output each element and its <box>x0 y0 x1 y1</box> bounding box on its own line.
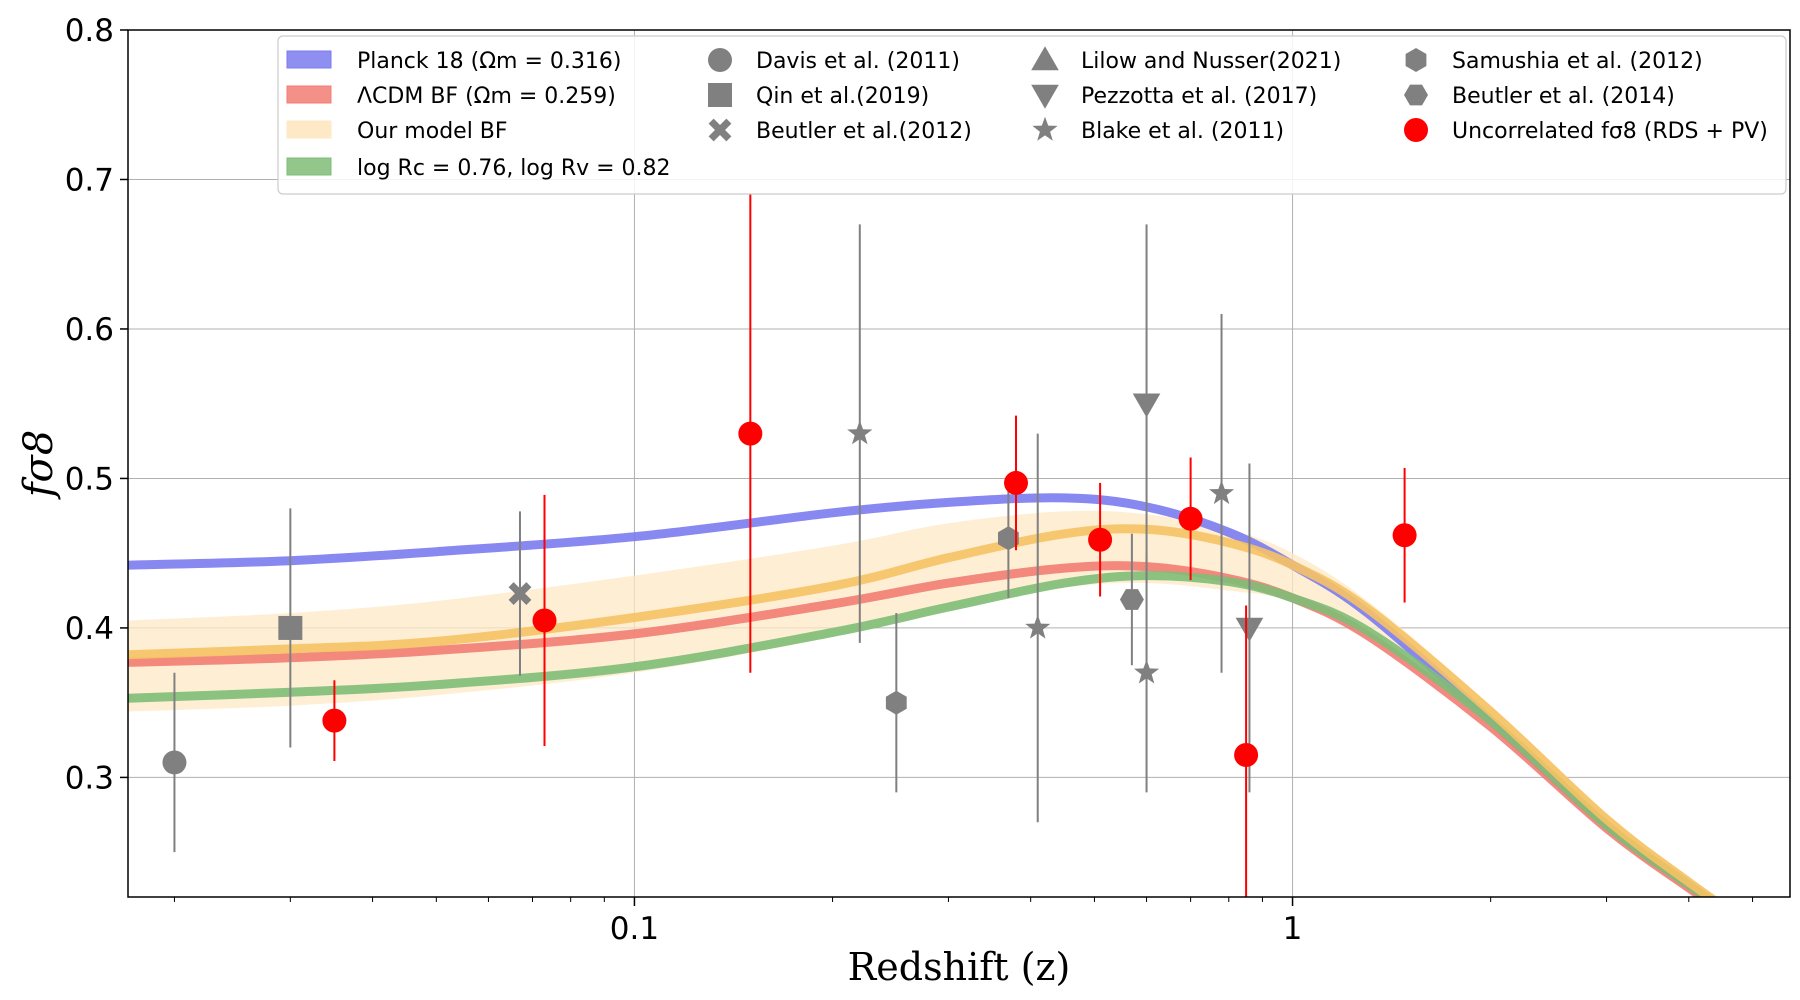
y-tick-label: 0.7 <box>65 162 114 198</box>
legend-uncorrelated-f-8-rds-pv-label: Uncorrelated fσ8 (RDS + PV) <box>1452 119 1768 144</box>
legend-beutler-et-al-2012-marker <box>708 118 732 142</box>
point-uncorrelated-f-8-rds-pv <box>1088 527 1113 552</box>
legend-lilow-and-nusser-2021-label: Lilow and Nusser(2021) <box>1081 49 1341 74</box>
point-pezzotta-et-al-2017 <box>1235 617 1264 642</box>
legend-our-model-bf-label: Our model BF <box>357 119 508 144</box>
point-blake-et-al-2011 <box>1209 480 1235 505</box>
legend-qin-et-al-2019-label: Qin et al.(2019) <box>756 84 929 109</box>
point-uncorrelated-f-8-rds-pv <box>532 608 557 633</box>
point-samushia-et-al-2012 <box>998 526 1019 551</box>
point-beutler-et-al-2014 <box>1119 589 1144 610</box>
x-axis-title: Redshift (z) <box>848 945 1071 989</box>
point-uncorrelated-f-8-rds-pv <box>1178 506 1203 531</box>
point-beutler-et-al-2012 <box>508 582 532 605</box>
y-axis-title: fσ8 <box>16 430 62 501</box>
legend: Planck 18 (Ωm = 0.316) ΛCDM BF (Ωm = 0.25… <box>277 35 1787 195</box>
y-tick-label: 0.3 <box>65 760 114 796</box>
point-uncorrelated-f-8-rds-pv <box>322 708 347 733</box>
model-band-area <box>128 510 1716 897</box>
legend-lilow-and-nusser-2021-marker <box>1031 46 1059 71</box>
x-tick-label: 0.1 <box>610 911 659 947</box>
legend-our-model-bf-swatch <box>286 120 332 139</box>
y-tick-label: 0.6 <box>65 312 114 348</box>
legend-beutler-et-al-2014-marker <box>1404 84 1428 106</box>
point-davis-et-al-2011 <box>162 750 187 775</box>
point-pezzotta-et-al-2017 <box>1132 393 1161 418</box>
legend-cdm-bf-m-0-259-swatch <box>286 85 332 104</box>
x-tick-label: 1 <box>1283 911 1303 947</box>
legend-samushia-et-al-2012-marker <box>1405 48 1427 72</box>
legend-blake-et-al-2011-marker <box>1032 116 1058 141</box>
legend-beutler-et-al-2012-label: Beutler et al.(2012) <box>756 119 972 144</box>
legend-pezzotta-et-al-2017-marker <box>1031 84 1059 109</box>
point-uncorrelated-f-8-rds-pv <box>738 421 763 446</box>
legend-cdm-bf-m-0-259-label: ΛCDM BF (Ωm = 0.259) <box>357 84 616 109</box>
legend-pezzotta-et-al-2017-label: Pezzotta et al. (2017) <box>1081 84 1317 109</box>
plot-frame <box>127 29 1791 898</box>
curves <box>128 493 1718 897</box>
legend-qin-et-al-2019-marker <box>708 83 732 107</box>
model-band <box>128 510 1716 897</box>
ticks: 0.3 0.4 0.5 0.6 0.7 0.8 0.1 1 <box>65 13 1754 947</box>
point-uncorrelated-f-8-rds-pv <box>1234 742 1259 767</box>
legend-beutler-et-al-2014-label: Beutler et al. (2014) <box>1452 84 1675 109</box>
legend-davis-et-al-2011-label: Davis et al. (2011) <box>756 49 960 74</box>
legend-log-rc-0-76-log-rv-0-82-label: log Rc = 0.76, log Rv = 0.82 <box>357 156 671 181</box>
legend-blake-et-al-2011-label: Blake et al. (2011) <box>1081 119 1284 144</box>
data-points <box>162 194 1417 897</box>
y-tick-label: 0.8 <box>65 13 114 49</box>
point-samushia-et-al-2012 <box>885 690 907 715</box>
point-blake-et-al-2011 <box>1134 659 1160 684</box>
legend-davis-et-al-2011-marker <box>708 48 732 72</box>
legend-planck-18-m-0-316-swatch <box>286 50 332 69</box>
point-blake-et-al-2011 <box>1025 614 1051 639</box>
y-tick-label: 0.4 <box>65 611 114 647</box>
curve-green <box>128 571 1714 897</box>
point-uncorrelated-f-8-rds-pv <box>1004 470 1029 495</box>
legend-box <box>277 35 1787 195</box>
legend-samushia-et-al-2012-label: Samushia et al. (2012) <box>1452 49 1703 74</box>
point-qin-et-al-2019 <box>278 615 303 640</box>
point-blake-et-al-2011 <box>847 420 873 445</box>
y-tick-label: 0.5 <box>65 461 114 497</box>
legend-log-rc-0-76-log-rv-0-82-swatch <box>286 157 332 176</box>
point-uncorrelated-f-8-rds-pv <box>1392 523 1417 548</box>
legend-uncorrelated-f-8-rds-pv-marker <box>1404 118 1428 142</box>
legend-planck-18-m-0-316-label: Planck 18 (Ωm = 0.316) <box>357 49 621 74</box>
